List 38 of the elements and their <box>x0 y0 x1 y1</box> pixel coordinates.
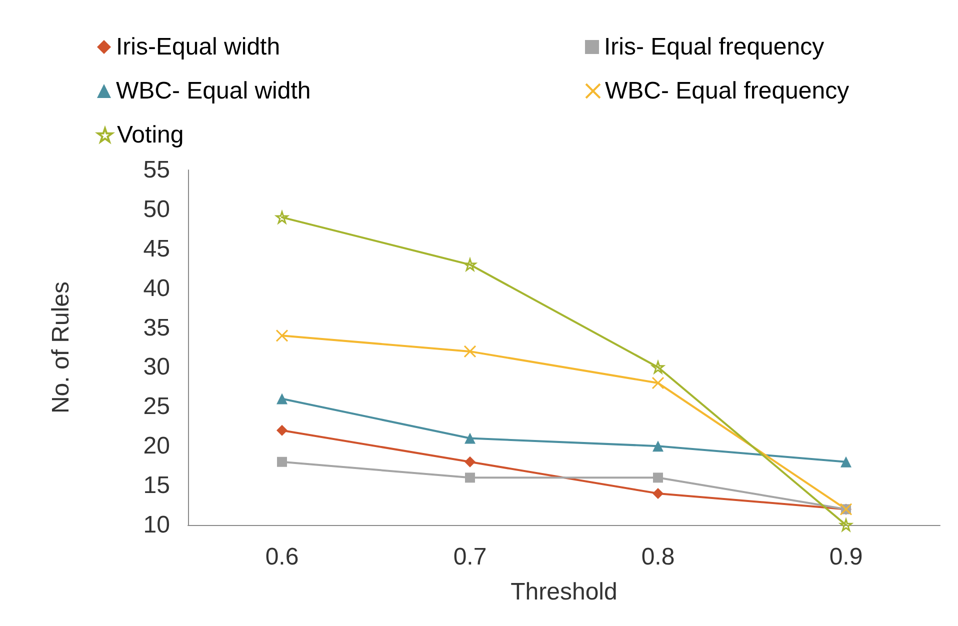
y-tick-label: 45 <box>143 235 170 262</box>
legend-label: WBC- Equal frequency <box>605 78 850 104</box>
legend-label: WBC- Equal width <box>116 78 311 104</box>
point <box>276 211 288 224</box>
point <box>653 472 663 483</box>
point <box>652 440 664 452</box>
y-axis-title: No. of Rules <box>48 281 74 414</box>
point <box>464 456 476 468</box>
y-tick-label: 15 <box>143 472 170 500</box>
point <box>277 456 287 467</box>
point <box>464 345 476 358</box>
y-tick-label: 50 <box>143 196 170 223</box>
y-tick-label: 35 <box>143 314 170 342</box>
y-tick-label: 30 <box>143 354 170 381</box>
point <box>652 488 664 499</box>
y-tick-label: 20 <box>143 432 170 460</box>
y-tick-label: 25 <box>143 393 170 420</box>
point <box>652 360 664 374</box>
x-tick-label: 0.7 <box>453 544 487 570</box>
y-tick-label: 40 <box>143 274 170 302</box>
point <box>840 518 852 532</box>
x-axis-title: Threshold <box>510 578 618 606</box>
point <box>276 424 288 436</box>
legend-label: Iris-Equal width <box>116 34 280 60</box>
y-tick-label: 55 <box>143 156 170 184</box>
point <box>652 376 664 390</box>
point <box>465 472 475 483</box>
point <box>464 258 476 271</box>
point <box>276 393 288 404</box>
x-tick-label: 0.6 <box>265 544 299 570</box>
legend-label: Iris- Equal frequency <box>604 34 824 60</box>
point <box>276 329 288 342</box>
y-tick-label: 10 <box>143 512 170 538</box>
x-tick-label: 0.9 <box>829 544 863 570</box>
point <box>464 432 476 444</box>
legend-label: Voting <box>117 122 184 148</box>
x-tick-label: 0.8 <box>641 544 675 570</box>
point <box>840 456 852 468</box>
